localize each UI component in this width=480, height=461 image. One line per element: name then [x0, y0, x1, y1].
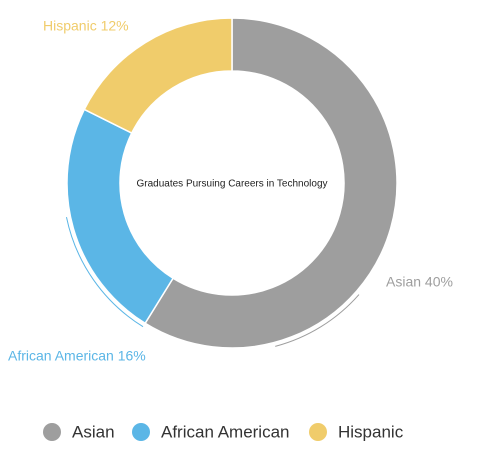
- data-label: Asian 40%: [386, 274, 453, 290]
- leader-line: [275, 294, 360, 347]
- data-label: African American 16%: [8, 348, 146, 364]
- legend-marker: [132, 423, 150, 441]
- legend-marker: [43, 423, 61, 441]
- data-label: Hispanic 12%: [43, 18, 129, 34]
- leader-line: [65, 217, 144, 328]
- legend-label: Asian: [72, 422, 115, 441]
- donut-segment: [83, 17, 233, 135]
- donut-segment: [66, 108, 175, 325]
- donut-segment: [144, 17, 398, 349]
- legend-label: African American: [161, 422, 290, 441]
- chart-title: Graduates Pursuing Careers in Technology: [136, 179, 327, 190]
- legend-marker: [309, 423, 327, 441]
- legend-label: Hispanic: [338, 422, 404, 441]
